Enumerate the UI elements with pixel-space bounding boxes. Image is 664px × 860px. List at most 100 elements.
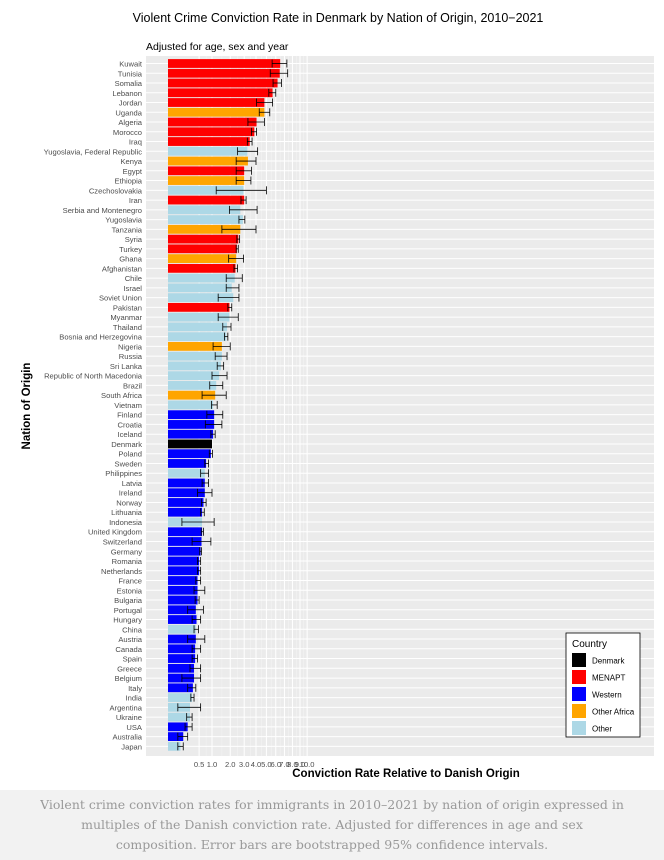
y-tick-label: Japan (121, 742, 142, 751)
bar (168, 654, 196, 663)
y-tick-label: Yugoslavia, Federal Republic (44, 147, 143, 156)
bar (168, 59, 281, 68)
y-tick-labels: KuwaitTunisiaSomaliaLebanonJordanUgandaA… (44, 60, 143, 752)
y-tick-label: Russia (119, 352, 143, 361)
bar (168, 644, 196, 654)
y-tick-label: India (126, 694, 143, 703)
bar (168, 195, 245, 205)
bar (168, 341, 222, 351)
y-tick-label: Canada (115, 645, 142, 654)
bar (168, 439, 212, 449)
bar (168, 166, 245, 176)
y-tick-label: Chile (125, 274, 142, 283)
y-tick-label: Iceland (118, 430, 143, 439)
y-tick-label: Germany (111, 547, 142, 556)
bar (168, 527, 203, 537)
bar (168, 693, 193, 702)
bar (168, 293, 234, 303)
chart-figure: Violent Crime Conviction Rate in Denmark… (0, 0, 664, 790)
bar (168, 244, 237, 254)
bar (168, 361, 221, 371)
y-tick-label: Jordan (119, 99, 142, 108)
x-tick-label: 6.0 (270, 760, 281, 769)
bar (168, 683, 193, 693)
y-tick-label: Ireland (119, 489, 142, 498)
y-tick-label: Bulgaria (114, 596, 143, 605)
bar (168, 332, 227, 342)
bar (168, 263, 236, 273)
bar (168, 234, 239, 244)
bar (168, 254, 237, 263)
y-tick-label: Italy (128, 684, 142, 693)
legend-label: Denmark (592, 657, 625, 666)
legend-swatch (572, 653, 586, 667)
y-tick-label: Latvia (122, 479, 143, 488)
y-tick-label: Croatia (118, 420, 143, 429)
y-tick-label: Serbia and Montenegro (63, 206, 142, 215)
y-tick-label: Ethiopia (115, 177, 143, 186)
y-tick-label: Algeria (118, 118, 142, 127)
legend-swatch (572, 687, 586, 701)
bar (168, 673, 195, 683)
y-tick-label: Tanzania (112, 225, 143, 234)
y-tick-label: Yugoslavia (105, 216, 143, 225)
y-tick-label: Iraq (129, 138, 142, 147)
bar (168, 634, 196, 644)
bar (168, 146, 248, 156)
grid-lines (146, 56, 654, 756)
y-tick-label: Vietnam (114, 401, 142, 410)
y-tick-label: Afghanistan (102, 264, 142, 273)
bar (168, 176, 245, 185)
x-tick-label: 10.0 (300, 760, 315, 769)
y-tick-label: Bosnia and Herzegovina (59, 333, 143, 342)
y-tick-label: Israel (123, 284, 142, 293)
bar (168, 712, 190, 722)
legend-label: MENAPT (592, 674, 625, 683)
y-tick-label: Lithuania (111, 508, 143, 517)
x-tick-label: 3.0 (239, 760, 250, 769)
y-tick-label: Pakistan (113, 303, 142, 312)
bar (168, 185, 244, 195)
bar (168, 468, 205, 478)
y-tick-label: Thailand (113, 323, 142, 332)
bar (168, 68, 280, 78)
bar (168, 371, 220, 381)
x-tick-label: 4.0 (251, 760, 262, 769)
bar (168, 488, 205, 498)
y-tick-label: Tunisia (118, 69, 143, 78)
chart-title: Violent Crime Conviction Rate in Denmark… (133, 11, 544, 25)
bar (168, 663, 195, 673)
bar (168, 420, 215, 429)
y-tick-label: United Kingdom (88, 528, 142, 537)
bar (168, 732, 184, 741)
bar (168, 546, 201, 556)
y-tick-label: Estonia (117, 586, 143, 595)
bar (168, 224, 241, 234)
y-tick-label: Ukraine (116, 713, 142, 722)
bar (168, 624, 196, 634)
y-tick-label: Switzerland (103, 537, 142, 546)
y-tick-label: Austria (118, 635, 142, 644)
y-tick-label: Uganda (115, 108, 142, 117)
y-tick-label: Finland (117, 411, 142, 420)
y-tick-label: Spain (123, 655, 142, 664)
bar (168, 78, 278, 88)
bar (168, 390, 216, 400)
legend-box (565, 632, 641, 738)
y-tick-label: Ghana (119, 255, 143, 264)
y-tick-label: Soviet Union (99, 294, 142, 303)
y-axis-title: Nation of Origin (21, 363, 33, 450)
bar (168, 400, 214, 410)
figure-caption: Violent crime conviction rates for immig… (40, 797, 624, 852)
y-tick-label: China (122, 625, 143, 634)
y-tick-label: Netherlands (101, 567, 142, 576)
x-tick-label: 0.5 (194, 760, 205, 769)
bar (168, 429, 214, 439)
bar (168, 741, 181, 751)
y-tick-label: Brazil (123, 381, 142, 390)
bar (168, 507, 203, 517)
y-tick-label: Iran (129, 196, 142, 205)
bars (168, 59, 281, 751)
x-tick-label: 5.0 (261, 760, 272, 769)
legend-items: Denmark MENAPT Western Other Africa Other (572, 653, 635, 735)
